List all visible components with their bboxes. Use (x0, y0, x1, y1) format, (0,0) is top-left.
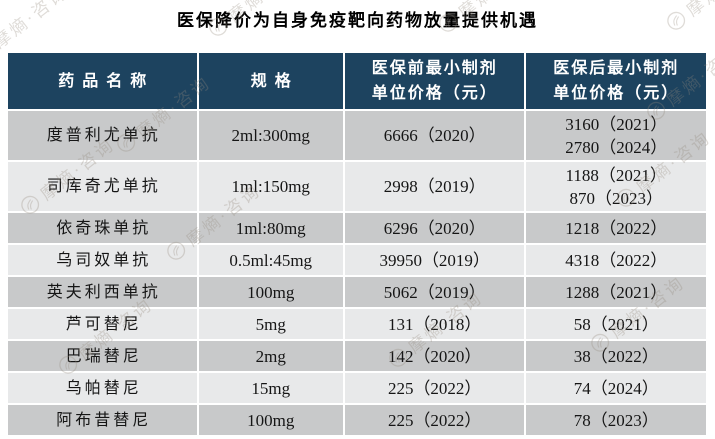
post-insurance-price-cell: 78（2023） (526, 405, 706, 435)
drug-name-cell: 英夫利西单抗 (8, 277, 197, 307)
drug-name-cell: 巴瑞替尼 (8, 341, 197, 371)
post-insurance-price-cell: 3160（2021） 2780（2024） (526, 111, 706, 160)
table-row: 乌司奴单抗 0.5ml:45mg 39950（2019） 4318（2022） (8, 245, 706, 275)
pre-insurance-price-cell: 131（2018） (344, 309, 525, 339)
spec-cell: 0.5ml:45mg (198, 245, 343, 275)
post-insurance-price-cell: 74（2024） (526, 373, 706, 403)
drug-name-cell: 乌帕替尼 (8, 373, 197, 403)
table-row: 巴瑞替尼 2mg 142（2020） 38（2022） (8, 341, 706, 371)
column-header: 医保后最小制剂 单位价格（元） (526, 53, 706, 109)
spec-cell: 1ml:80mg (198, 213, 343, 243)
spec-cell: 100mg (198, 405, 343, 435)
header-row: 药品名称 规格 医保前最小制剂 单位价格（元） 医保后最小制剂 单位价格（元） (8, 53, 706, 109)
table-body: 度普利尤单抗 2ml:300mg 6666（2020） 3160（2021） 2780… (8, 111, 706, 435)
pre-insurance-price-cell: 225（2022） (344, 405, 525, 435)
drug-name-cell: 依奇珠单抗 (8, 213, 197, 243)
spec-cell: 2ml:300mg (198, 111, 343, 160)
pre-insurance-price-cell: 2998（2019） (344, 162, 525, 211)
table-row: 英夫利西单抗 100mg 5062（2019） 1288（2021） (8, 277, 706, 307)
spec-cell: 100mg (198, 277, 343, 307)
table-row: 依奇珠单抗 1ml:80mg 6296（2020） 1218（2022） (8, 213, 706, 243)
post-insurance-price-cell: 38（2022） (526, 341, 706, 371)
table-row: 乌帕替尼 15mg 225（2022） 74（2024） (8, 373, 706, 403)
table-row: 芦可替尼 5mg 131（2018） 58（2021） (8, 309, 706, 339)
drug-name-cell: 度普利尤单抗 (8, 111, 197, 160)
pre-insurance-price-cell: 6666（2020） (344, 111, 525, 160)
pre-insurance-price-cell: 39950（2019） (344, 245, 525, 275)
spec-cell: 1ml:150mg (198, 162, 343, 211)
drug-name-cell: 阿布昔替尼 (8, 405, 197, 435)
figure-title: 医保降价为自身免疫靶向药物放量提供机遇 (177, 11, 538, 30)
post-insurance-price-cell: 58（2021） (526, 309, 706, 339)
post-insurance-price-cell: 4318（2022） (526, 245, 706, 275)
drug-name-cell: 乌司奴单抗 (8, 245, 197, 275)
pre-insurance-price-cell: 6296（2020） (344, 213, 525, 243)
pre-insurance-price-cell: 225（2022） (344, 373, 525, 403)
drug-name-cell: 司库奇尤单抗 (8, 162, 197, 211)
table-row: 司库奇尤单抗 1ml:150mg 2998（2019） 1188（2021） 870（… (8, 162, 706, 211)
spec-cell: 5mg (198, 309, 343, 339)
table-row: 阿布昔替尼 100mg 225（2022） 78（2023） (8, 405, 706, 435)
column-header: 规格 (198, 53, 343, 109)
post-insurance-price-cell: 1288（2021） (526, 277, 706, 307)
table-row: 度普利尤单抗 2ml:300mg 6666（2020） 3160（2021） 2780… (8, 111, 706, 160)
spec-cell: 15mg (198, 373, 343, 403)
column-header: 医保前最小制剂 单位价格（元） (344, 53, 525, 109)
pre-insurance-price-cell: 5062（2019） (344, 277, 525, 307)
pre-insurance-price-cell: 142（2020） (344, 341, 525, 371)
spec-cell: 2mg (198, 341, 343, 371)
column-header: 药品名称 (8, 53, 197, 109)
post-insurance-price-cell: 1218（2022） (526, 213, 706, 243)
post-insurance-price-cell: 1188（2021） 870（2023） (526, 162, 706, 211)
drug-price-table: 药品名称 规格 医保前最小制剂 单位价格（元） 医保后最小制剂 单位价格（元） 度普利… (6, 51, 708, 437)
drug-name-cell: 芦可替尼 (8, 309, 197, 339)
